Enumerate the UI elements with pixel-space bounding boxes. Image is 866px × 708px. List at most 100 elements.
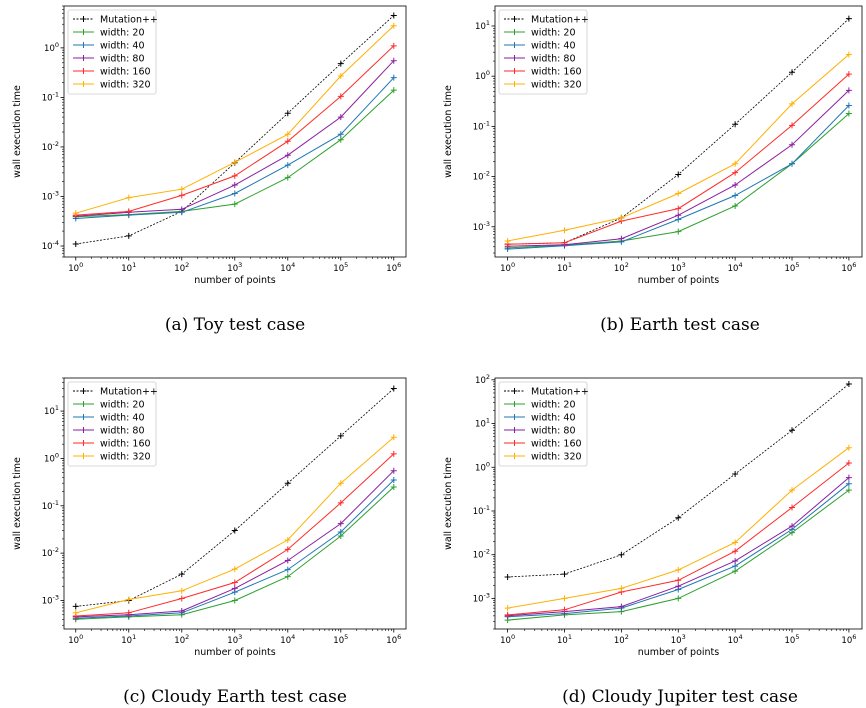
- data-point: [390, 483, 397, 490]
- data-point: [561, 595, 568, 602]
- y-tick-label: 101: [475, 19, 490, 32]
- series-width-320: [504, 51, 852, 245]
- data-point: [231, 585, 238, 592]
- legend-marker: [511, 427, 518, 433]
- data-point: [675, 190, 682, 197]
- y-tick-label: 10-1: [42, 90, 59, 103]
- data-point: [390, 385, 397, 392]
- data-point: [789, 504, 796, 511]
- series-width-80: [504, 87, 852, 250]
- x-axis-label: number of points: [638, 275, 720, 286]
- x-tick-label: 102: [614, 261, 629, 274]
- series-width-320: [72, 434, 397, 616]
- y-tick-label: 10-1: [42, 499, 59, 512]
- data-point: [390, 467, 397, 474]
- data-point: [789, 427, 796, 434]
- data-point: [72, 210, 79, 217]
- data-point: [284, 110, 291, 117]
- data-point: [732, 169, 739, 176]
- legend-entry-label: width: 80: [100, 425, 145, 436]
- y-tick-label: 10-3: [42, 593, 59, 606]
- series-width-320: [504, 444, 852, 612]
- data-point: [337, 60, 344, 67]
- series-width-160: [72, 42, 397, 219]
- x-tick-label: 101: [557, 261, 572, 274]
- legend-box: [67, 381, 157, 467]
- x-tick-label: 102: [174, 633, 189, 646]
- x-tick-label: 100: [68, 633, 83, 646]
- data-point: [337, 93, 344, 100]
- data-point: [732, 568, 739, 575]
- legend-entry-label: width: 40: [531, 40, 576, 51]
- legend-entry-label: width: 160: [531, 438, 582, 449]
- data-point: [390, 434, 397, 441]
- legend-marker: [80, 68, 87, 74]
- data-point: [618, 235, 625, 242]
- data-point: [618, 603, 625, 610]
- data-point: [732, 192, 739, 199]
- x-tick-label: 104: [728, 261, 743, 274]
- data-point: [732, 563, 739, 570]
- x-tick-label: 100: [500, 261, 515, 274]
- data-point: [178, 571, 185, 578]
- legend-box: [67, 9, 157, 95]
- legend-entry-label: Mutation++: [531, 386, 589, 397]
- x-tick-label: 106: [386, 261, 401, 274]
- legend-marker: [80, 42, 87, 48]
- legend-entry-label: width: 20: [531, 399, 576, 410]
- data-point: [675, 595, 682, 602]
- x-tick-label: 105: [785, 261, 800, 274]
- data-point: [732, 121, 739, 128]
- legend-marker: [80, 414, 87, 420]
- x-tick-label: 101: [121, 633, 136, 646]
- data-point: [231, 579, 238, 586]
- series-width-160: [504, 71, 852, 248]
- legend-entry-label: width: 40: [531, 412, 576, 423]
- data-point: [618, 551, 625, 558]
- data-point: [675, 514, 682, 521]
- legend-marker: [80, 388, 87, 394]
- x-tick-label: 105: [333, 261, 348, 274]
- data-point: [337, 520, 344, 527]
- data-point: [284, 546, 291, 553]
- legend: Mutation++ width: 20 width: 40 width: 80 wid…: [498, 381, 589, 467]
- data-point: [675, 205, 682, 212]
- data-point: [732, 471, 739, 478]
- data-point: [561, 571, 568, 578]
- x-tick-label: 106: [841, 633, 856, 646]
- legend-entry-label: width: 160: [531, 66, 582, 77]
- chart-panel-2: 100 101 102 103 104 105 106 10-3 10-2 10-1 100 101 n…: [443, 5, 863, 335]
- legend-entry-label: width: 80: [531, 425, 576, 436]
- legend-entry-label: width: 320: [100, 79, 151, 90]
- x-tick-label: 100: [68, 261, 83, 274]
- data-point: [390, 57, 397, 64]
- data-point: [284, 480, 291, 487]
- data-point: [504, 238, 511, 245]
- data-point: [845, 102, 852, 109]
- subfigure-caption: (a) Toy test case: [165, 315, 305, 335]
- data-point: [231, 159, 238, 166]
- legend-marker: [511, 55, 518, 61]
- data-point: [231, 201, 238, 208]
- legend: Mutation++ width: 20 width: 40 width: 80 wid…: [67, 9, 158, 95]
- data-point: [390, 42, 397, 49]
- data-point: [845, 487, 852, 494]
- y-tick-label: 10-2: [42, 546, 59, 559]
- x-tick-label: 104: [280, 633, 295, 646]
- data-point: [125, 232, 132, 239]
- legend-entry-label: width: 80: [531, 53, 576, 64]
- data-point: [337, 131, 344, 138]
- y-tick-label: 100: [475, 460, 490, 473]
- data-point: [284, 131, 291, 138]
- legend-marker: [511, 68, 518, 74]
- data-point: [561, 227, 568, 234]
- data-point: [231, 566, 238, 573]
- data-point: [72, 240, 79, 247]
- data-point: [337, 114, 344, 121]
- data-point: [390, 450, 397, 457]
- y-tick-label: 10-2: [473, 548, 490, 561]
- data-point: [178, 192, 185, 199]
- series-line: [507, 477, 850, 617]
- data-point: [845, 460, 852, 467]
- legend: Mutation++ width: 20 width: 40 width: 80 wid…: [498, 9, 589, 95]
